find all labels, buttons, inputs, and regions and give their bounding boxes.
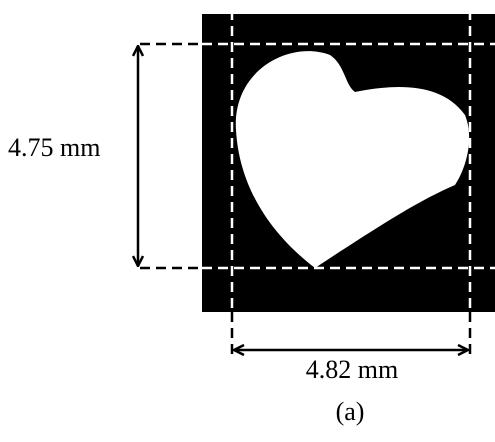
page: {"labels": {"height": "4.75 mm", "width"…: [0, 0, 495, 442]
caption: (a): [336, 397, 365, 426]
width-label: 4.82 mm: [306, 355, 398, 384]
figure: 4.75 mm 4.82 mm (a): [0, 0, 495, 442]
height-label: 4.75 mm: [8, 133, 100, 162]
